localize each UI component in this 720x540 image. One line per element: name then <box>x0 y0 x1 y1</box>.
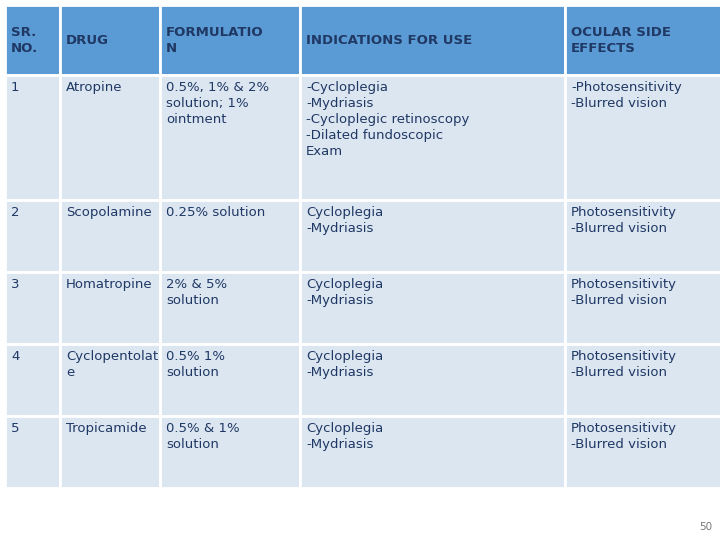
Text: Photosensitivity
-Blurred vision: Photosensitivity -Blurred vision <box>571 278 677 307</box>
Text: Homatropine: Homatropine <box>66 278 153 291</box>
Text: Tropicamide: Tropicamide <box>66 422 147 435</box>
Text: 2% & 5%
solution: 2% & 5% solution <box>166 278 227 307</box>
Bar <box>5 5 60 75</box>
Bar <box>565 272 720 344</box>
Bar <box>300 200 565 272</box>
Bar <box>60 200 160 272</box>
Text: 50: 50 <box>699 522 712 532</box>
Text: Photosensitivity
-Blurred vision: Photosensitivity -Blurred vision <box>571 206 677 235</box>
Text: 5: 5 <box>11 422 19 435</box>
Bar <box>60 272 160 344</box>
Text: Cycloplegia
-Mydriasis: Cycloplegia -Mydriasis <box>306 278 383 307</box>
Bar <box>5 416 60 488</box>
Bar <box>300 5 565 75</box>
Text: -Cycloplegia
-Mydriasis
-Cycloplegic retinoscopy
-Dilated fundoscopic
Exam: -Cycloplegia -Mydriasis -Cycloplegic ret… <box>306 81 469 158</box>
Text: 0.5% & 1%
solution: 0.5% & 1% solution <box>166 422 240 451</box>
Bar <box>300 272 565 344</box>
Bar <box>565 75 720 200</box>
Bar <box>160 272 300 344</box>
Text: 0.5%, 1% & 2%
solution; 1%
ointment: 0.5%, 1% & 2% solution; 1% ointment <box>166 81 269 126</box>
Bar <box>160 200 300 272</box>
Text: 4: 4 <box>11 350 19 363</box>
Text: INDICATIONS FOR USE: INDICATIONS FOR USE <box>306 33 472 46</box>
Bar <box>60 344 160 416</box>
Text: 1: 1 <box>11 81 19 94</box>
Bar <box>160 5 300 75</box>
Bar <box>565 5 720 75</box>
Text: -Photosensitivity
-Blurred vision: -Photosensitivity -Blurred vision <box>571 81 682 110</box>
Bar <box>300 416 565 488</box>
Bar <box>60 416 160 488</box>
Bar <box>160 416 300 488</box>
Bar <box>565 200 720 272</box>
Text: Atropine: Atropine <box>66 81 122 94</box>
Text: Cycloplegia
-Mydriasis: Cycloplegia -Mydriasis <box>306 206 383 235</box>
Text: Scopolamine: Scopolamine <box>66 206 152 219</box>
Text: Cycloplegia
-Mydriasis: Cycloplegia -Mydriasis <box>306 422 383 451</box>
Bar <box>565 416 720 488</box>
Text: DRUG: DRUG <box>66 33 109 46</box>
Text: 2: 2 <box>11 206 19 219</box>
Bar <box>60 5 160 75</box>
Text: 3: 3 <box>11 278 19 291</box>
Bar <box>5 200 60 272</box>
Text: Cyclopentolat
e: Cyclopentolat e <box>66 350 158 379</box>
Text: 0.25% solution: 0.25% solution <box>166 206 265 219</box>
Text: FORMULATIO
N: FORMULATIO N <box>166 25 264 55</box>
Text: Photosensitivity
-Blurred vision: Photosensitivity -Blurred vision <box>571 422 677 451</box>
Bar <box>5 272 60 344</box>
Bar <box>300 344 565 416</box>
Text: 0.5% 1%
solution: 0.5% 1% solution <box>166 350 225 379</box>
Bar <box>300 75 565 200</box>
Text: SR.
NO.: SR. NO. <box>11 25 38 55</box>
Bar <box>160 75 300 200</box>
Text: OCULAR SIDE
EFFECTS: OCULAR SIDE EFFECTS <box>571 25 671 55</box>
Bar <box>5 75 60 200</box>
Bar <box>5 344 60 416</box>
Bar <box>60 75 160 200</box>
Bar <box>160 344 300 416</box>
Text: Photosensitivity
-Blurred vision: Photosensitivity -Blurred vision <box>571 350 677 379</box>
Bar <box>565 344 720 416</box>
Text: Cycloplegia
-Mydriasis: Cycloplegia -Mydriasis <box>306 350 383 379</box>
